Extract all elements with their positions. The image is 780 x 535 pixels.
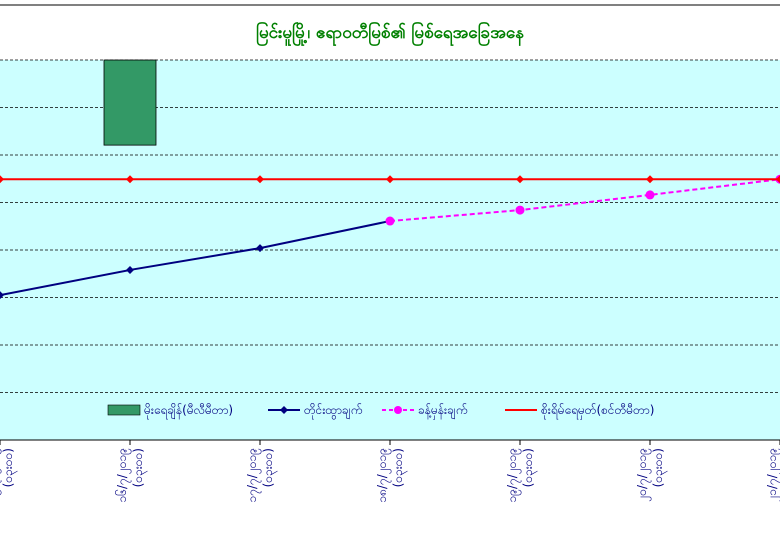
series-line <box>389 178 780 223</box>
point <box>516 175 524 184</box>
x-tick-label: ၂၁/၇/၂၀၁၉ <box>765 448 780 502</box>
point <box>256 175 264 184</box>
x-tick-time: (၀၃း၀၀) <box>521 448 538 487</box>
legend-label: ခန့်မှန်းချက် <box>418 402 467 420</box>
point <box>126 265 134 274</box>
x-tick-time: (၀၃း၀၀) <box>391 448 408 487</box>
point <box>646 175 654 184</box>
legend-marker <box>280 406 288 414</box>
legend-swatch <box>107 404 141 416</box>
x-tick-time: (၀၃း၀၀) <box>261 448 278 487</box>
legend-label: တိုင်းထွာချက် <box>304 402 362 420</box>
bar <box>103 59 157 146</box>
chart-title: မြင်းမူမြို့၊ ဧရာဝတီမြစ်၏ မြစ်ရေအခြေအနေ <box>256 20 524 47</box>
x-tick-label: ၁၆/၇/၂၀၁၉ <box>114 448 132 502</box>
x-tick-time: (၀၃း၀၀) <box>1 448 18 487</box>
point <box>386 175 394 184</box>
point <box>126 175 134 184</box>
x-tick-label: ၂၀/၇/၂၀၁၉ <box>635 448 652 502</box>
legend-label: မိုးရေချိန်(မီလီမီတာ) <box>144 402 233 420</box>
x-tick-label: ၁၉/၇/၂၀၁၉ <box>505 448 522 502</box>
point <box>0 291 4 300</box>
legend-marker <box>394 406 402 414</box>
point <box>0 175 4 184</box>
point <box>515 205 525 215</box>
point <box>385 216 395 226</box>
point <box>776 175 780 184</box>
x-tick-label: ၁၈/၇/၂၀၁၉ <box>375 448 392 503</box>
series-line <box>0 220 391 297</box>
point <box>256 244 264 253</box>
x-tick-label: ၁၇/၇/၂၀၁၉ <box>245 448 262 502</box>
legend-label: စိုးရိမ်ရေမှတ်(စင်တီမီတာ) <box>541 402 654 420</box>
x-tick-time: (၀၃း၀၀) <box>131 448 148 487</box>
point <box>645 190 655 200</box>
x-tick-time: (၀၃း၀၀) <box>651 448 668 487</box>
